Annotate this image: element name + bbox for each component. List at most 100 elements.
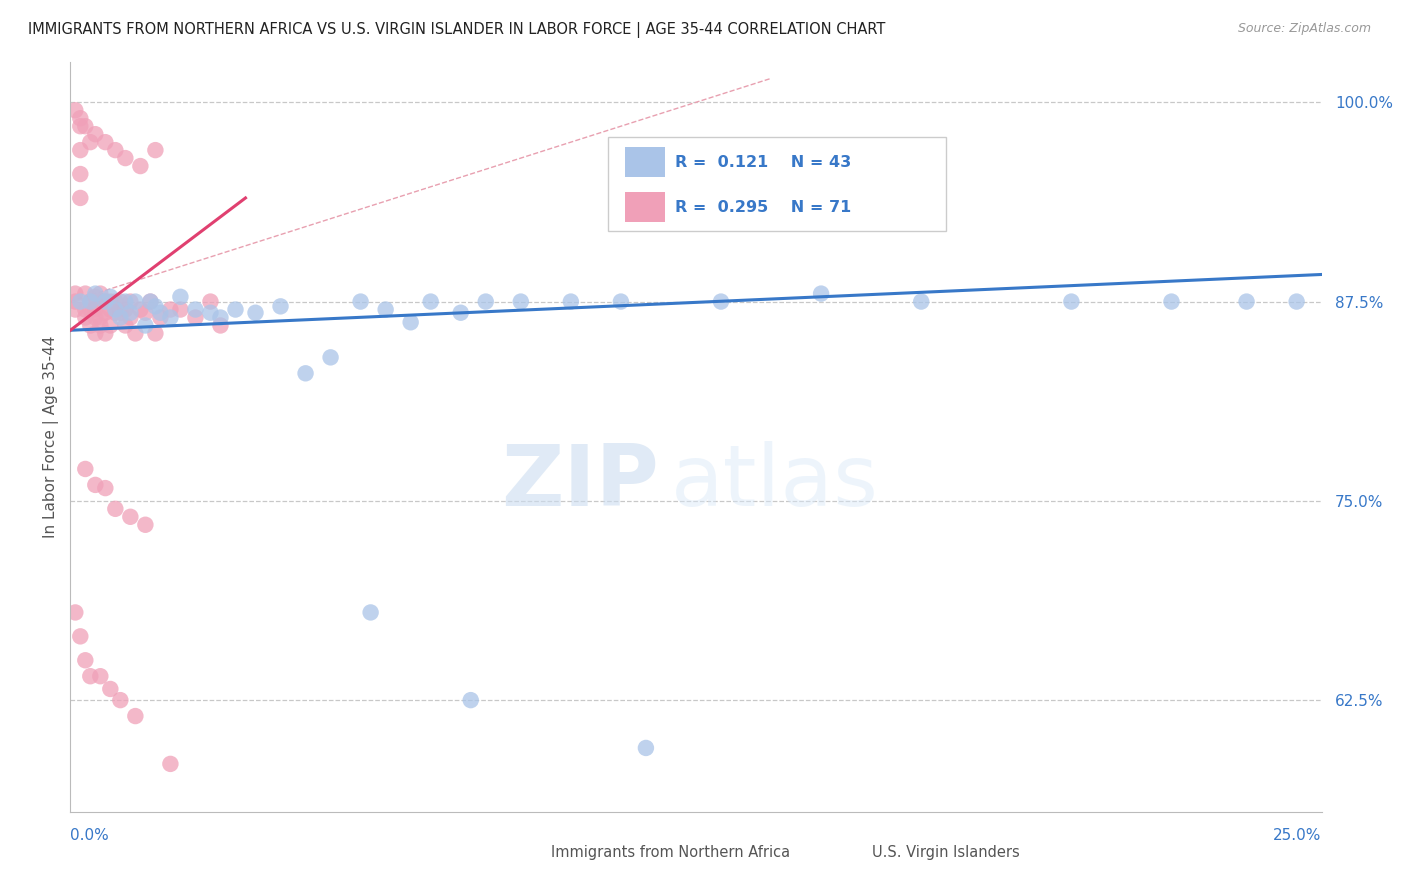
Point xyxy=(104,501,127,516)
Point xyxy=(65,286,87,301)
Point xyxy=(134,318,156,333)
Point xyxy=(69,167,91,181)
Point xyxy=(94,481,117,495)
Point xyxy=(270,299,292,313)
Point xyxy=(184,310,207,325)
Point xyxy=(134,517,156,532)
Point xyxy=(84,326,107,341)
Point xyxy=(159,310,181,325)
Point xyxy=(69,112,91,126)
Point xyxy=(84,310,107,325)
Point xyxy=(114,294,136,309)
Point xyxy=(75,286,97,301)
Bar xyxy=(624,192,665,222)
Point xyxy=(69,629,91,643)
Point xyxy=(145,326,167,341)
Point xyxy=(120,306,142,320)
Point xyxy=(114,318,136,333)
Point xyxy=(84,286,107,301)
Point xyxy=(509,294,531,309)
Point xyxy=(560,294,582,309)
Point xyxy=(94,135,117,149)
Point xyxy=(159,756,181,771)
Point xyxy=(810,286,832,301)
Text: IMMIGRANTS FROM NORTHERN AFRICA VS U.S. VIRGIN ISLANDER IN LABOR FORCE | AGE 35-: IMMIGRANTS FROM NORTHERN AFRICA VS U.S. … xyxy=(28,22,886,38)
Point xyxy=(1236,294,1258,309)
Point xyxy=(245,306,267,320)
Point xyxy=(169,290,191,304)
Point xyxy=(200,306,222,320)
Point xyxy=(710,294,733,309)
Text: 0.0%: 0.0% xyxy=(70,828,110,843)
Point xyxy=(120,294,142,309)
Point xyxy=(294,367,316,381)
Point xyxy=(65,302,87,317)
Point xyxy=(145,143,167,157)
Text: atlas: atlas xyxy=(671,441,879,524)
Point xyxy=(169,302,191,317)
Point xyxy=(110,306,132,320)
Point xyxy=(98,290,121,304)
Point xyxy=(349,294,371,309)
Point xyxy=(79,318,101,333)
Point xyxy=(110,693,132,707)
Text: Immigrants from Northern Africa: Immigrants from Northern Africa xyxy=(551,846,790,861)
Point xyxy=(209,318,232,333)
Point xyxy=(139,294,162,309)
Point xyxy=(634,741,657,756)
Point xyxy=(1285,294,1308,309)
Point xyxy=(98,318,121,333)
Point xyxy=(139,294,162,309)
Point xyxy=(120,509,142,524)
Point xyxy=(75,462,97,476)
Point xyxy=(65,606,87,620)
Point xyxy=(94,306,117,320)
Point xyxy=(98,681,121,696)
Point xyxy=(65,103,87,118)
Point xyxy=(75,653,97,667)
Point xyxy=(69,143,91,157)
Point xyxy=(145,299,167,313)
Point xyxy=(79,669,101,683)
Point xyxy=(104,294,127,309)
Point xyxy=(75,310,97,325)
Point xyxy=(75,302,97,317)
Y-axis label: In Labor Force | Age 35-44: In Labor Force | Age 35-44 xyxy=(44,336,59,538)
Text: 25.0%: 25.0% xyxy=(1274,828,1322,843)
Point xyxy=(94,326,117,341)
Point xyxy=(104,143,127,157)
Point xyxy=(89,318,111,333)
Point xyxy=(124,709,146,723)
Point xyxy=(129,302,152,317)
Text: R =  0.295    N = 71: R = 0.295 N = 71 xyxy=(675,200,851,215)
Point xyxy=(159,302,181,317)
Point xyxy=(79,294,101,309)
Point xyxy=(1160,294,1182,309)
Point xyxy=(110,294,132,309)
Point xyxy=(1060,294,1083,309)
Point xyxy=(124,294,146,309)
Point xyxy=(419,294,441,309)
Point xyxy=(134,306,156,320)
Point xyxy=(89,669,111,683)
Bar xyxy=(624,147,665,178)
Point xyxy=(129,159,152,173)
Point xyxy=(89,286,111,301)
Text: Source: ZipAtlas.com: Source: ZipAtlas.com xyxy=(1237,22,1371,36)
Point xyxy=(69,294,91,309)
Point xyxy=(79,294,101,309)
FancyBboxPatch shape xyxy=(609,137,946,231)
Point xyxy=(75,119,97,133)
Point xyxy=(209,310,232,325)
Point xyxy=(69,191,91,205)
Point xyxy=(114,151,136,165)
Point xyxy=(84,302,107,317)
Point xyxy=(79,135,101,149)
Point xyxy=(374,302,396,317)
Point xyxy=(114,302,136,317)
Point xyxy=(79,302,101,317)
Point xyxy=(120,310,142,325)
Point xyxy=(84,290,107,304)
Text: U.S. Virgin Islanders: U.S. Virgin Islanders xyxy=(872,846,1021,861)
Point xyxy=(184,302,207,317)
